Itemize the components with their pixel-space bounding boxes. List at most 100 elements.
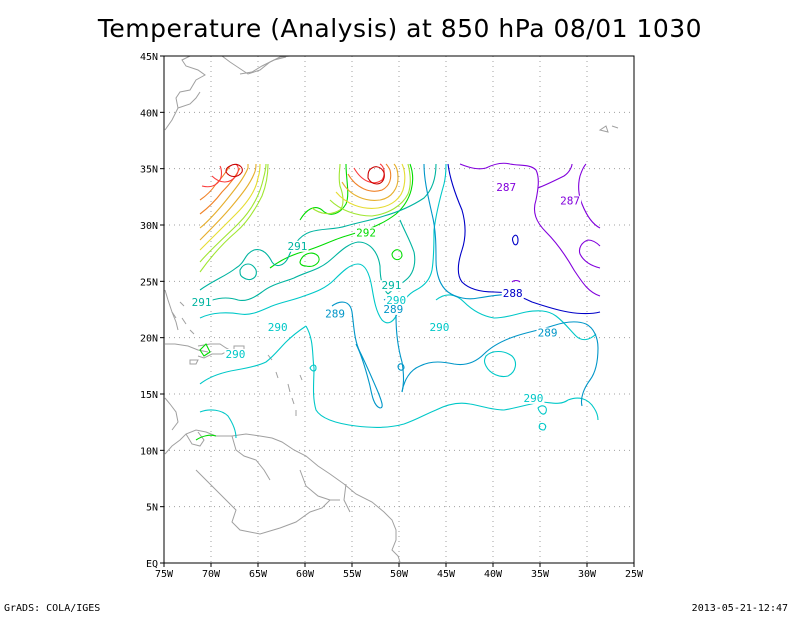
contour-label-bg (190, 297, 213, 309)
contour-label: 289 (538, 327, 558, 340)
contour-label-bg (501, 288, 524, 300)
x-tick-label: 45W (437, 569, 456, 580)
coast-orinoco (231, 435, 271, 481)
contour-warm-4 (199, 163, 257, 241)
contour-label: 292 (356, 226, 376, 239)
contour-central-2 (311, 163, 344, 215)
contour-label-bg (286, 240, 309, 252)
contour-warm-5 (199, 164, 249, 229)
contour-warm-3 (199, 163, 261, 251)
contour-central-4 (335, 163, 406, 209)
contour-label-bg (266, 321, 289, 333)
coast-east-island (598, 125, 619, 133)
contour-label: 290 (523, 392, 543, 405)
contour-290-loop2 (537, 405, 547, 431)
contour-287-main (459, 162, 601, 297)
contour-central-8 (367, 166, 385, 185)
contour-291-mid (199, 241, 389, 307)
x-tick-label: 35W (531, 569, 550, 580)
coast-jamaica (189, 359, 199, 365)
coast-south-america (164, 429, 401, 563)
contour-label-bg (559, 195, 582, 207)
contour-286-loop (511, 234, 519, 246)
contour-warm-central (299, 163, 411, 221)
coast-antilles (267, 354, 303, 416)
contour-label-bg (428, 321, 451, 333)
contour-label: 287 (496, 181, 516, 194)
contour-292-island (199, 343, 211, 357)
contour-292 (195, 163, 414, 441)
contour-290-small (309, 364, 317, 372)
y-tick-label: 5N (146, 503, 158, 514)
x-tick-label: 65W (249, 569, 268, 580)
contour-289-loop (397, 363, 405, 371)
contour-label: 289 (325, 307, 345, 320)
y-tick-label: 20N (140, 334, 158, 345)
contour-292-colombia (195, 434, 217, 441)
contour-289-long (401, 321, 599, 407)
contour-292-small (391, 249, 403, 261)
y-tick-label: 40N (140, 108, 158, 119)
contour-label-bg (380, 280, 403, 292)
y-tick-label: 25N (140, 277, 158, 288)
contour-287-bit (511, 279, 521, 283)
coast-florida (164, 289, 179, 331)
contour-290-right (435, 294, 597, 341)
contour-290-west (199, 163, 447, 324)
contour-label-bg (224, 348, 247, 360)
contour-label: 288 (503, 287, 523, 300)
contour-291-loop (239, 263, 257, 281)
contour-label: 290 (429, 321, 449, 334)
contour-central-5 (341, 163, 399, 201)
contour-central-1 (299, 163, 349, 221)
y-tick-label: 15N (140, 390, 158, 401)
contour-warm-1 (199, 163, 269, 273)
coast-guianas-border (299, 469, 351, 513)
contour-central-6 (347, 163, 392, 192)
contour-warm-10 (225, 163, 243, 178)
contour-288-286 (447, 163, 601, 315)
coast-bahamas (171, 301, 195, 335)
x-tick-label: 40W (484, 569, 503, 580)
coast-maine (177, 91, 201, 109)
x-tick-label: 70W (202, 569, 221, 580)
coast-us-northeast (164, 55, 291, 131)
contour-warm-west (199, 163, 269, 273)
contour-287 (459, 162, 601, 297)
contour-warm-8 (201, 165, 223, 188)
contour-290-lower (199, 409, 237, 439)
contour-290-south (199, 325, 307, 385)
x-tick-label: 75W (155, 569, 174, 580)
contour-292-blob (299, 252, 320, 267)
x-tick-label: 50W (390, 569, 409, 580)
contour-central-3 (329, 163, 411, 217)
contour-warm-2 (199, 163, 267, 263)
contour-label: 290 (226, 348, 246, 361)
contour-292-line (269, 163, 414, 269)
contour-label: 287 (560, 195, 580, 208)
contour-label: 290 (386, 294, 406, 307)
contour-label: 291 (382, 279, 402, 292)
x-tick-label: 60W (296, 569, 315, 580)
y-tick-label: 35N (140, 165, 158, 176)
y-tick-label: 45N (140, 52, 158, 63)
contour-287-wedge (578, 239, 601, 269)
contour-label: 289 (383, 303, 403, 316)
footer-credit: GrADS: COLA/IGES (4, 603, 101, 614)
y-tick-label: EQ (146, 559, 158, 570)
coast-central-america (164, 397, 179, 431)
contour-label-bg (324, 308, 347, 320)
contour-290-southeast (567, 397, 599, 421)
coast-maracaibo (185, 431, 205, 447)
contour-warm-6 (199, 167, 241, 215)
y-tick-label: 10N (140, 446, 158, 457)
coast-cuba (165, 343, 209, 353)
contour-label: 291 (288, 240, 308, 253)
contour-287-north (578, 163, 601, 229)
contour-289-upper (423, 163, 515, 300)
coast-interior-border (195, 469, 340, 535)
coast-nova-scotia (239, 56, 287, 75)
axis-ticks: 75W 70W 65W 60W 55W 50W 45W 40W 35W 30W 25W EQ 5N 10N… (140, 52, 644, 580)
contour-label: 291 (192, 296, 212, 309)
